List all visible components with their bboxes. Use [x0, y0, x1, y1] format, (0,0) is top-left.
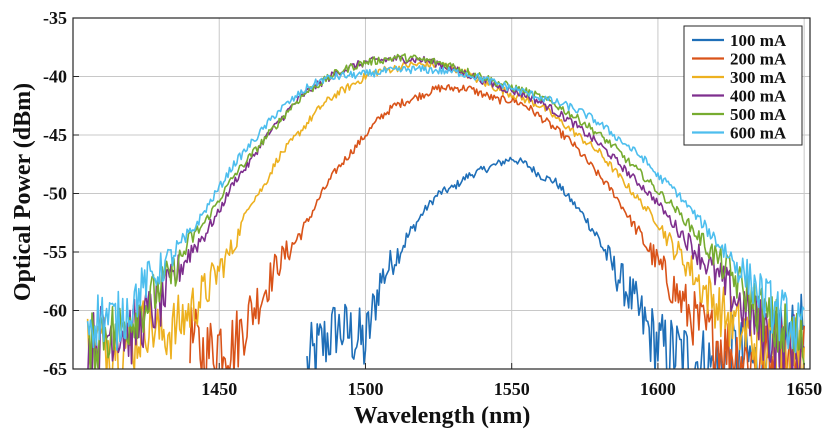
legend-label-100-ma: 100 mA	[730, 31, 787, 50]
series-line-500-ma	[87, 53, 805, 369]
y-tick-label: -65	[43, 359, 67, 379]
ticks-layer: 1450 1500 1550 1600 1650 -35 -40 -45 -50 -55 -60 -6…	[43, 8, 822, 399]
series-line-400-ma	[87, 54, 805, 369]
legend-label-300-ma: 300 mA	[730, 68, 787, 87]
y-tick-label: -35	[43, 8, 67, 28]
y-tick-label: -60	[43, 301, 67, 321]
y-tick-label: -45	[43, 125, 67, 145]
legend-label-200-ma: 200 mA	[730, 50, 787, 69]
legend-label-500-ma: 500 mA	[730, 105, 787, 124]
legend-label-600-ma: 600 mA	[730, 124, 787, 143]
series-line-100-ma	[306, 156, 805, 369]
x-tick-label: 1500	[347, 379, 383, 399]
y-tick-label: -55	[43, 242, 67, 262]
y-axis-title: Optical Power (dBm)	[10, 83, 36, 301]
x-tick-label: 1550	[494, 379, 530, 399]
series-line-200-ma	[189, 84, 805, 369]
x-tick-label: 1450	[201, 379, 237, 399]
legend-label-400-ma: 400 mA	[730, 87, 787, 106]
x-tick-label: 1600	[640, 379, 676, 399]
x-axis-title: Wavelength (nm)	[354, 403, 531, 429]
legend-box	[683, 25, 803, 146]
x-tick-label: 1650	[786, 379, 822, 399]
series-line-600-ma	[86, 64, 805, 354]
y-tick-label: -40	[43, 67, 67, 87]
y-tick-label: -50	[43, 184, 67, 204]
series-layer	[86, 53, 805, 369]
